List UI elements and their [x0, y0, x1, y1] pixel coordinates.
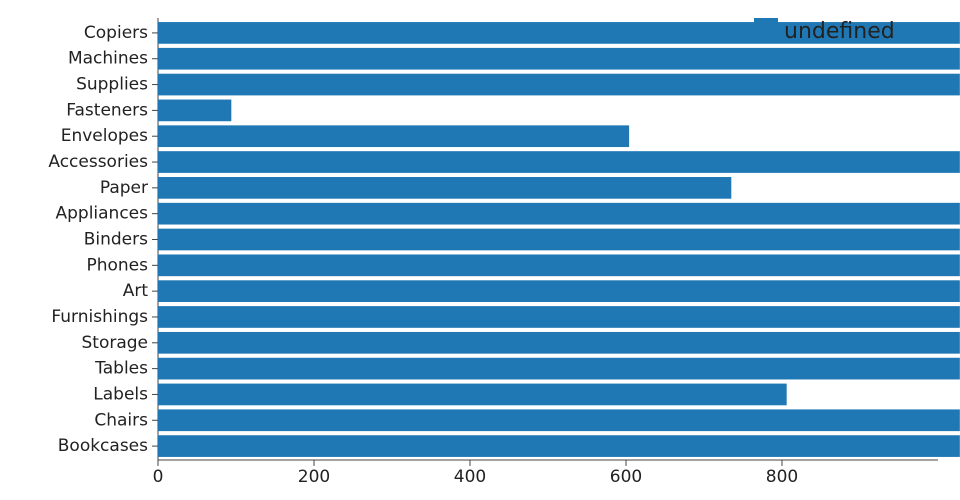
- bar: [158, 383, 787, 406]
- x-tick-label: 400: [454, 467, 486, 487]
- y-tick-label: Chairs: [94, 410, 148, 430]
- y-tick-label: Furnishings: [51, 307, 148, 327]
- legend-swatch: [754, 18, 778, 38]
- legend-label: undefined: [784, 19, 895, 44]
- y-tick-label: Paper: [100, 178, 148, 198]
- y-tick-label: Accessories: [48, 152, 148, 172]
- bar: [158, 228, 960, 251]
- x-tick-label: 800: [766, 467, 798, 487]
- bar: [158, 331, 960, 354]
- y-tick-label: Appliances: [55, 204, 148, 224]
- y-tick-label: Tables: [94, 359, 148, 379]
- y-tick-label: Storage: [81, 333, 148, 353]
- bar: [158, 177, 732, 199]
- bar: [158, 280, 960, 302]
- x-tick-label: 600: [610, 467, 642, 487]
- bar: [158, 409, 960, 432]
- y-tick-label: Bookcases: [58, 436, 148, 456]
- bar: [158, 73, 960, 96]
- y-tick-label: Copiers: [84, 23, 148, 43]
- x-tick-label: 200: [298, 467, 330, 487]
- y-tick-label: Machines: [68, 49, 148, 69]
- y-tick-label: Envelopes: [61, 126, 148, 146]
- x-tick-label: 0: [153, 467, 164, 487]
- bar: [158, 151, 960, 173]
- y-tick-label: Binders: [84, 230, 148, 250]
- y-tick-label: Labels: [93, 384, 148, 404]
- y-tick-label: Supplies: [76, 75, 148, 95]
- bar: [158, 47, 960, 70]
- bar: [158, 306, 960, 328]
- y-tick-label: Phones: [86, 255, 148, 275]
- bar: [158, 202, 960, 225]
- y-tick-label: Fasteners: [66, 100, 148, 120]
- bar: [158, 99, 232, 122]
- y-tick-label: Art: [123, 281, 149, 301]
- bar: [158, 357, 960, 380]
- bar: [158, 435, 960, 457]
- bar: [158, 254, 960, 277]
- bar: [158, 125, 630, 148]
